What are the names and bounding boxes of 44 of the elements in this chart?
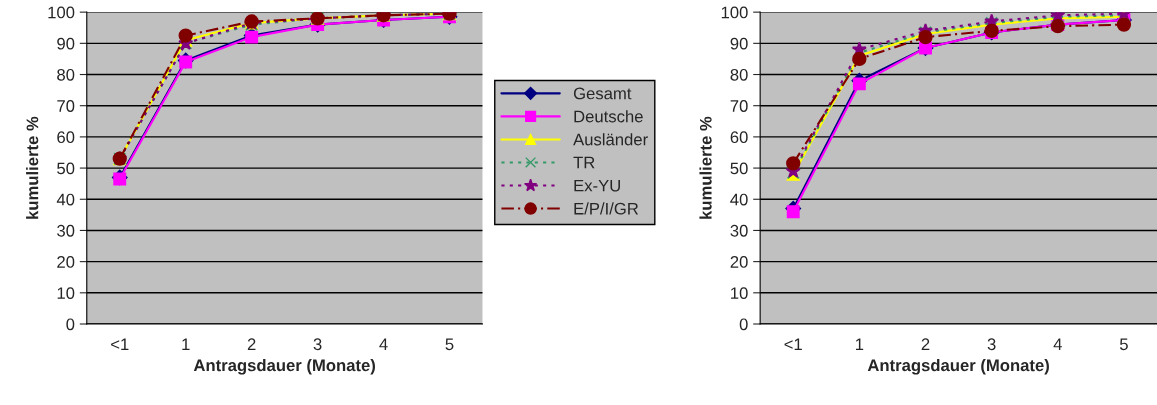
x-axis-title: Antragsdauer (Monate): [867, 358, 1049, 375]
legend-label: TR: [573, 156, 595, 169]
y-tick-label: 70: [730, 100, 748, 112]
x-tick-label: 5: [1119, 338, 1128, 351]
y-tick-label: 70: [57, 100, 75, 112]
x-tick-label: 3: [313, 338, 322, 351]
y-tick-label: 80: [730, 68, 748, 81]
legend-label: E/P/I/GR: [574, 202, 639, 215]
legend-label: Gesamt: [573, 87, 632, 100]
y-tick-label: 90: [57, 37, 75, 50]
y-tick-label: 80: [57, 68, 75, 81]
x-tick-label: 1: [182, 338, 190, 350]
y-tick-label: 60: [730, 131, 748, 144]
y-tick-label: 10: [731, 287, 748, 300]
y-tick-label: 0: [739, 318, 748, 331]
x-axis-title: Antragsdauer (Monate): [193, 358, 376, 375]
legend-label: Ex-YU: [574, 179, 620, 192]
x-tick-label: 4: [379, 338, 388, 350]
legend-label: Deutsche: [574, 110, 643, 123]
x-tick-label: 2: [247, 338, 256, 350]
y-tick-label: 40: [730, 193, 748, 206]
y-tick-label: 30: [730, 224, 748, 237]
y-tick-label: 90: [730, 37, 748, 50]
y-tick-label: 60: [57, 131, 75, 144]
y-tick-label: 20: [57, 256, 75, 268]
legend-label: Ausländer: [573, 133, 648, 146]
y-axis-title: kumulierte %: [26, 116, 39, 219]
y-tick-label: 30: [57, 224, 75, 237]
y-axis-title: kumulierte %: [699, 116, 712, 219]
x-tick-label: 5: [445, 338, 454, 351]
x-tick-label: 1: [856, 338, 864, 350]
y-tick-label: 10: [57, 287, 75, 300]
x-tick-label: <1: [111, 338, 129, 350]
x-tick-label: <1: [784, 338, 802, 350]
y-tick-label: 50: [730, 162, 748, 175]
x-tick-label: 3: [987, 338, 996, 351]
x-tick-label: 2: [921, 338, 930, 350]
y-tick-label: 20: [730, 256, 748, 268]
y-tick-label: 100: [721, 6, 748, 19]
x-tick-label: 4: [1053, 338, 1062, 350]
y-tick-label: 0: [66, 318, 75, 331]
y-tick-label: 50: [57, 162, 75, 175]
y-tick-label: 40: [56, 193, 75, 206]
y-tick-label: 100: [48, 6, 75, 19]
